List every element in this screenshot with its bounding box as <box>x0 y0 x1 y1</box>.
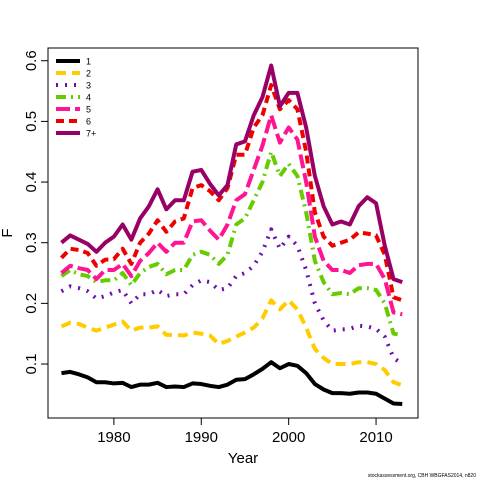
legend-label: 2 <box>86 69 91 79</box>
legend-label: 4 <box>86 93 91 103</box>
series-line <box>60 113 403 317</box>
y-tick-label: 0.3 <box>23 232 40 253</box>
series-line <box>60 298 403 388</box>
series-line <box>60 83 403 303</box>
x-tick-label: 1980 <box>97 429 130 446</box>
x-tick-label: 2000 <box>272 429 305 446</box>
y-tick-label: 0.4 <box>23 172 40 193</box>
series-line <box>61 360 403 407</box>
y-tick-label: 0.6 <box>23 50 40 71</box>
plot-frame <box>47 47 419 419</box>
x-axis-label: Year <box>228 450 258 467</box>
legend-label: 3 <box>86 81 91 91</box>
footnote: stockassessment.org, CBH WBGFAS2014, n82… <box>368 473 476 479</box>
legend-label: 6 <box>86 117 91 127</box>
x-tick-label: 1990 <box>185 429 218 446</box>
y-tick-label: 0.5 <box>23 111 40 132</box>
series-line <box>60 63 403 285</box>
legend-label: 5 <box>86 105 91 115</box>
series-line <box>60 227 404 366</box>
legend-label: 7+ <box>86 129 96 139</box>
y-tick-label: 0.1 <box>23 354 40 375</box>
series-line <box>60 149 403 337</box>
y-tick-label: 0.2 <box>23 293 40 314</box>
y-axis-label: F <box>0 228 16 237</box>
legend-label: 1 <box>86 57 91 67</box>
x-tick-label: 2010 <box>359 429 392 446</box>
